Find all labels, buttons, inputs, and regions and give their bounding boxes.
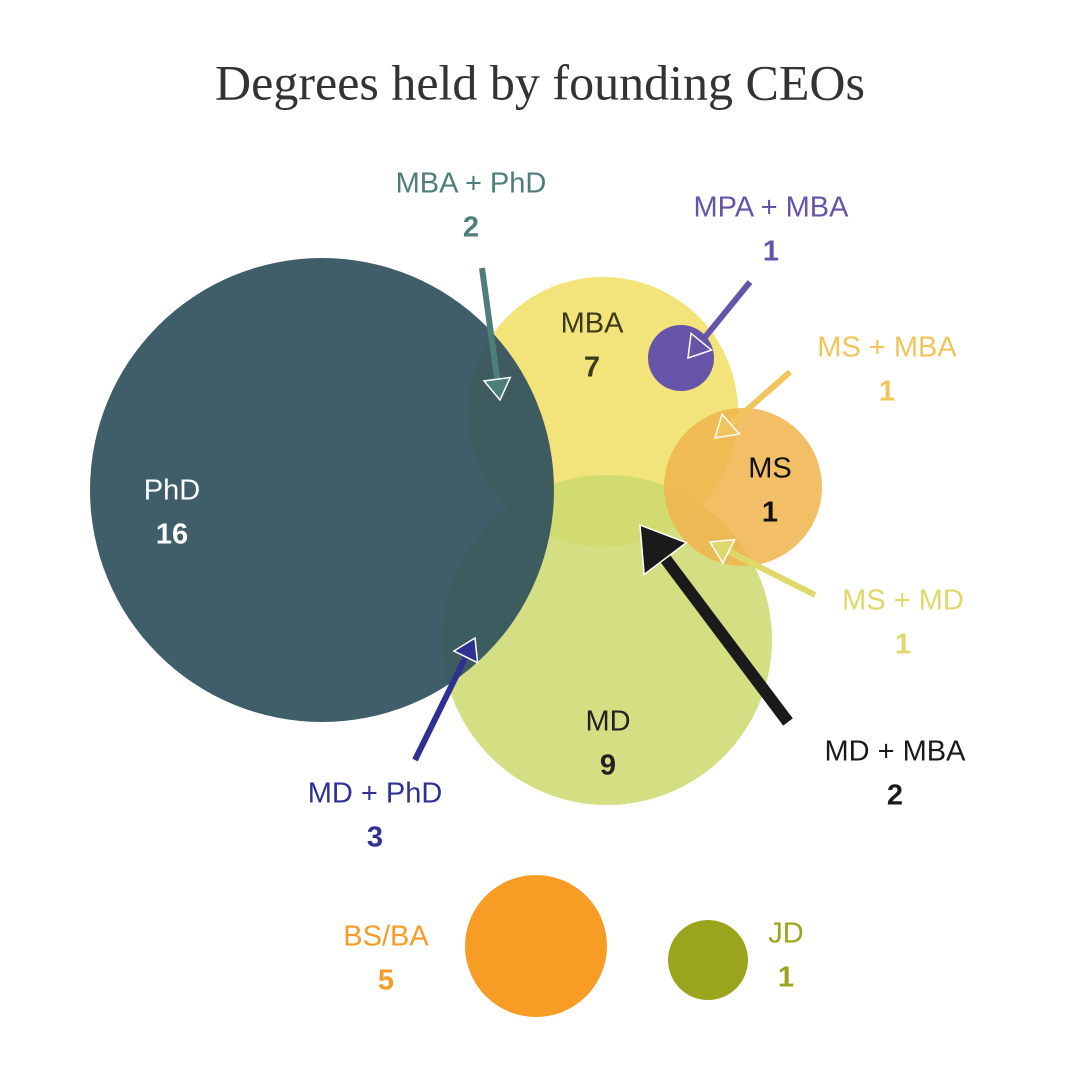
- arrow-head: [687, 331, 714, 360]
- set-circle: [664, 408, 822, 566]
- set-value: 7: [584, 352, 600, 384]
- overlap-value: 1: [895, 629, 911, 661]
- set-value: 9: [600, 750, 616, 782]
- overlap-value: 2: [887, 780, 903, 812]
- arrow-head: [713, 412, 741, 439]
- arrow-head: [482, 376, 512, 402]
- set-circle: [668, 920, 748, 1000]
- arrow: [727, 548, 817, 598]
- set-label: MBA: [561, 308, 625, 340]
- set-value: 16: [156, 519, 188, 551]
- set-value: 1: [778, 962, 794, 994]
- set-circle: [465, 875, 607, 1017]
- set-value: 1: [762, 497, 778, 529]
- chart-title: Degrees held by founding CEOs: [215, 54, 865, 110]
- overlap-value: 2: [463, 212, 479, 244]
- arrow: [479, 267, 501, 380]
- set-label: PhD: [144, 475, 200, 507]
- arrow-head: [452, 636, 479, 664]
- overlap-label: MPA + MBA: [694, 192, 850, 224]
- set-value: 5: [378, 965, 394, 997]
- set-label: MS: [748, 453, 792, 485]
- arrow-head: [708, 538, 736, 565]
- overlap-label: MS + MBA: [817, 332, 957, 364]
- set-label: JD: [768, 918, 803, 950]
- arrow: [698, 280, 753, 344]
- arrow: [660, 554, 793, 726]
- overlap-value: 1: [879, 376, 895, 408]
- arrow: [412, 655, 469, 762]
- overlap-label: MD + PhD: [308, 778, 443, 810]
- set-label: BS/BA: [343, 921, 429, 953]
- overlap-label: MBA + PhD: [396, 168, 547, 200]
- overlap-label: MD + MBA: [825, 736, 967, 768]
- set-circle: [90, 258, 554, 722]
- overlap-label: MS + MD: [842, 585, 964, 617]
- arrow: [728, 369, 792, 427]
- overlap-value: 1: [763, 236, 779, 268]
- set-label: MD: [585, 706, 630, 738]
- overlap-value: 3: [367, 822, 383, 854]
- arrow-head: [639, 523, 688, 576]
